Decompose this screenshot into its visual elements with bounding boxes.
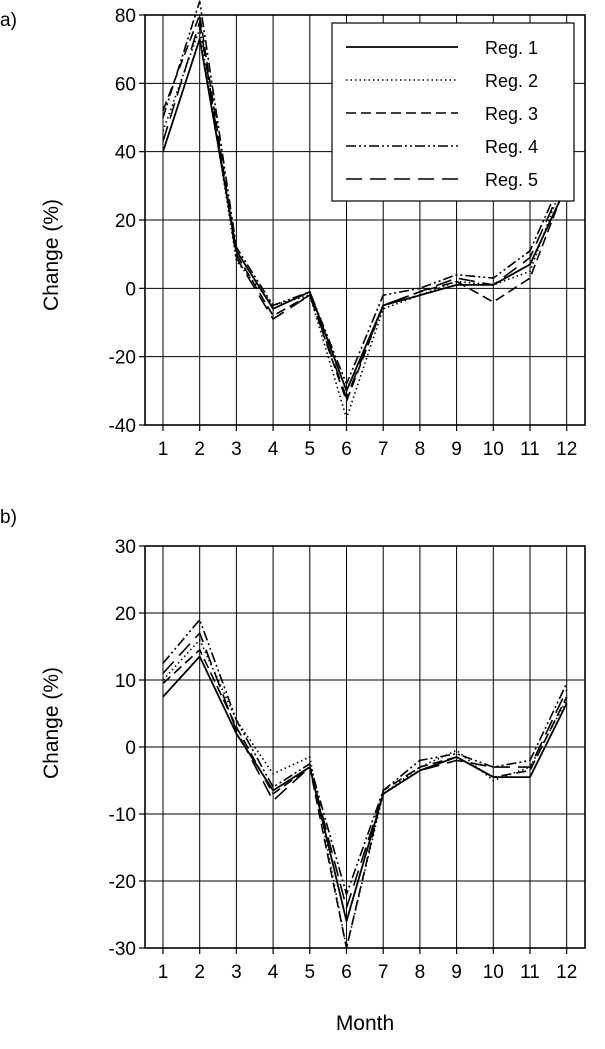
legend-label-reg-3: Reg. 3 (485, 104, 538, 124)
series-line-reg-5 (162, 20, 568, 399)
series-line-reg-4 (162, 618, 568, 896)
panel-b-y-axis-label: Change (%) (40, 667, 63, 779)
legend-box (331, 22, 575, 202)
x-tick-label: 5 (305, 439, 316, 460)
x-tick-label: 9 (451, 962, 462, 983)
y-tick-label: 30 (115, 537, 136, 558)
x-tick-label: 1 (158, 962, 169, 983)
legend-label-reg-5: Reg. 5 (485, 170, 538, 190)
x-tick-label: 6 (341, 962, 352, 983)
y-tick-label: 40 (115, 143, 136, 164)
x-tick-label: 12 (556, 439, 577, 460)
legend-label-reg-1: Reg. 1 (485, 38, 538, 58)
y-tick-label: -20 (109, 872, 136, 893)
y-tick-label: 0 (125, 279, 136, 300)
x-tick-label: 2 (194, 962, 205, 983)
x-tick-label: 6 (341, 439, 352, 460)
series-line-reg-2 (162, 638, 568, 949)
y-tick-label: 20 (115, 211, 136, 232)
x-tick-label: 3 (231, 962, 242, 983)
panel-a-frame (144, 14, 586, 426)
x-tick-label: 7 (378, 962, 389, 983)
x-axis-label: Month (336, 1012, 394, 1035)
y-tick-label: 60 (115, 74, 136, 95)
y-tick-label: -20 (109, 348, 136, 369)
x-tick-label: 3 (231, 439, 242, 460)
panel-a-y-axis-label: Change (%) (40, 199, 63, 311)
y-tick-label: 0 (125, 738, 136, 759)
x-tick-label: 1 (158, 439, 169, 460)
y-tick-label: -10 (109, 805, 136, 826)
x-tick-label: 8 (415, 439, 426, 460)
y-tick-label: 80 (115, 6, 136, 27)
series-line-reg-5 (162, 632, 568, 909)
series-line-reg-2 (162, 27, 568, 420)
panel-b-frame (144, 545, 586, 949)
legend: Reg. 1 Reg. 2 Reg. 3 Reg. 4 Reg. 5 (331, 22, 575, 202)
x-tick-label: 8 (415, 962, 426, 983)
x-tick-label: 11 (520, 439, 540, 460)
x-tick-label: 2 (194, 439, 205, 460)
y-tick-label: -30 (109, 939, 136, 960)
x-tick-label: 5 (305, 962, 316, 983)
y-tick-label: 20 (115, 604, 136, 625)
x-tick-label: 9 (451, 439, 462, 460)
x-tick-label: 10 (483, 962, 504, 983)
panel-a-label: a) (0, 10, 17, 31)
panel-b-label: b) (0, 507, 17, 528)
y-tick-label: -40 (109, 416, 136, 437)
y-tick-label: 10 (115, 671, 136, 692)
x-tick-label: 4 (268, 439, 279, 460)
x-tick-label: 10 (483, 439, 504, 460)
x-tick-label: 11 (520, 962, 540, 983)
x-tick-label: 7 (378, 439, 389, 460)
series-line-reg-1 (162, 655, 568, 923)
legend-label-reg-4: Reg. 4 (485, 137, 538, 157)
panel-b-grid (139, 545, 585, 954)
x-tick-label: 4 (268, 962, 279, 983)
legend-label-reg-2: Reg. 2 (485, 71, 538, 91)
series-line-reg-4 (162, 0, 568, 385)
x-tick-label: 12 (556, 962, 577, 983)
series-line-reg-3 (162, 648, 568, 949)
